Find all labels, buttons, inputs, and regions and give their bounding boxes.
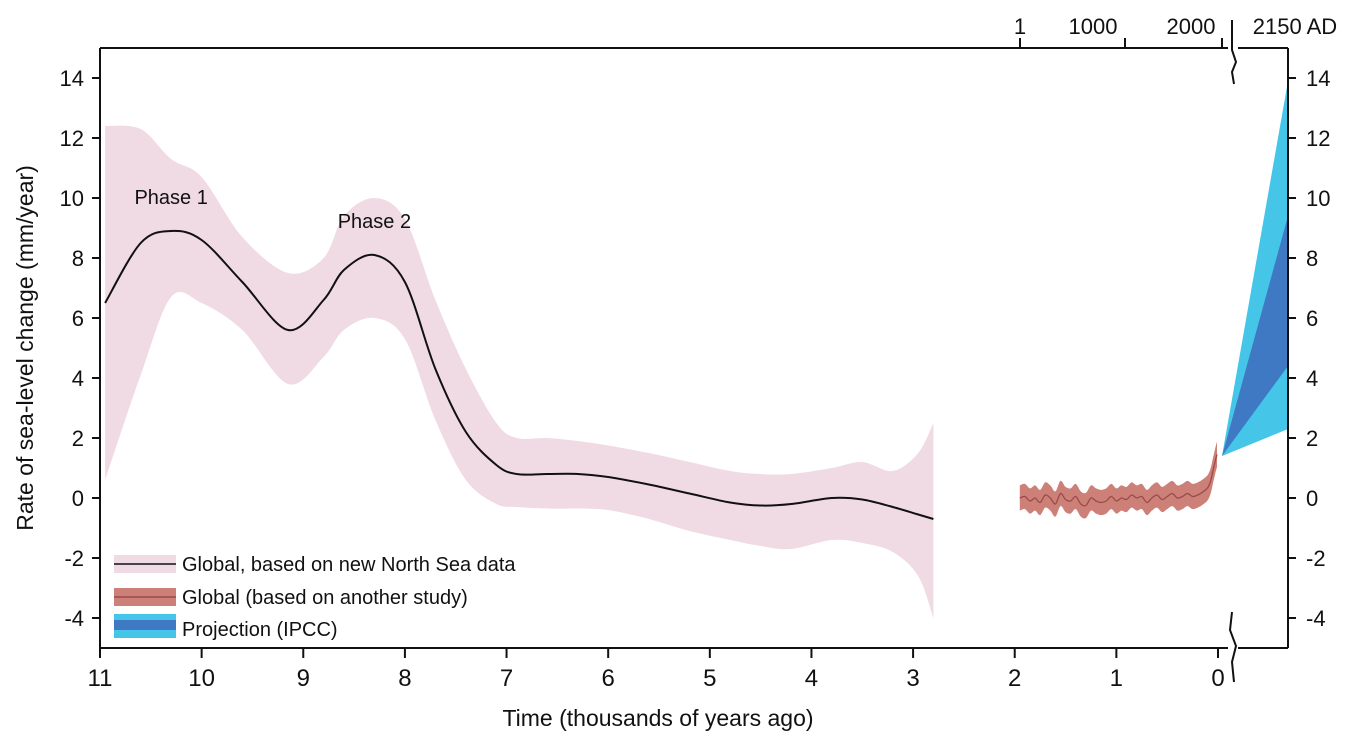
axis-break-top bbox=[1230, 20, 1238, 85]
y-tick-label-left: -4 bbox=[64, 606, 84, 631]
x-axis-ticks: 11 10 9 8 7 6 5 4 3 2 1 0 bbox=[88, 648, 1225, 692]
y-tick-label-left: 12 bbox=[60, 126, 84, 151]
y-tick-label-right: 8 bbox=[1306, 246, 1318, 271]
y-axis-right-ticks: 14 12 10 8 6 4 2 0 -2 -4 bbox=[1288, 66, 1330, 631]
y-tick-label-left: 0 bbox=[72, 486, 84, 511]
top-axis: 1 1000 2000 2150 AD bbox=[1014, 14, 1337, 48]
y-tick-label-left: 4 bbox=[72, 366, 84, 391]
y-axis-title: Rate of sea-level change (mm/year) bbox=[12, 165, 38, 531]
x-tick-label: 0 bbox=[1211, 665, 1224, 692]
y-tick-label-left: 8 bbox=[72, 246, 84, 271]
legend-swatch-projection-inner bbox=[114, 620, 176, 630]
y-tick-label-right: 10 bbox=[1306, 186, 1330, 211]
top-tick-label-1000: 1000 bbox=[1069, 14, 1118, 39]
x-tick-label: 2 bbox=[1008, 665, 1021, 692]
legend-label-projection: Projection (IPCC) bbox=[182, 619, 338, 641]
y-tick-label-left: 14 bbox=[60, 66, 84, 91]
x-tick-label: 6 bbox=[602, 665, 615, 692]
y-tick-label-right: 6 bbox=[1306, 306, 1318, 331]
y-tick-label-right: 12 bbox=[1306, 126, 1330, 151]
x-tick-label: 11 bbox=[88, 665, 113, 692]
projection-inner-range bbox=[1222, 216, 1288, 456]
x-tick-label: 5 bbox=[703, 665, 716, 692]
x-tick-label: 3 bbox=[906, 665, 919, 692]
north-sea-mean-line bbox=[104, 229, 934, 520]
x-tick-label: 8 bbox=[398, 665, 411, 692]
other-study-band bbox=[1019, 441, 1217, 519]
axis-break-bottom bbox=[1228, 611, 1238, 683]
y-tick-label-right: -4 bbox=[1306, 606, 1326, 631]
legend: Global, based on new North Sea data Glob… bbox=[114, 554, 516, 641]
y-tick-label-right: 14 bbox=[1306, 66, 1330, 91]
top-tick-label-2150: 2150 AD bbox=[1253, 14, 1337, 39]
top-tick-label-2000: 2000 bbox=[1167, 14, 1216, 39]
y-tick-label-right: 2 bbox=[1306, 426, 1318, 451]
top-tick-label-1: 1 bbox=[1014, 14, 1026, 39]
y-tick-label-left: 2 bbox=[72, 426, 84, 451]
x-tick-label: 7 bbox=[500, 665, 513, 692]
y-tick-label-right: -2 bbox=[1306, 546, 1326, 571]
y-tick-label-left: -2 bbox=[64, 546, 84, 571]
y-tick-label-left: 6 bbox=[72, 306, 84, 331]
annotation-phase-2: Phase 2 bbox=[338, 211, 411, 233]
x-axis-title: Time (thousands of years ago) bbox=[502, 705, 813, 731]
north-sea-confidence-band bbox=[105, 125, 934, 618]
other-study-line bbox=[1019, 454, 1218, 507]
x-tick-label: 10 bbox=[188, 665, 215, 692]
x-tick-label: 9 bbox=[297, 665, 310, 692]
annotation-phase-1: Phase 1 bbox=[134, 187, 207, 209]
y-tick-label-right: 4 bbox=[1306, 366, 1318, 391]
legend-label-north-sea: Global, based on new North Sea data bbox=[182, 554, 516, 576]
y-tick-label-right: 0 bbox=[1306, 486, 1318, 511]
legend-label-other-study: Global (based on another study) bbox=[182, 587, 468, 609]
x-tick-label: 4 bbox=[805, 665, 818, 692]
y-axis-left-ticks: 14 12 10 8 6 4 2 0 -2 -4 bbox=[60, 66, 100, 631]
x-tick-label: 1 bbox=[1110, 665, 1123, 692]
y-tick-label-left: 10 bbox=[60, 186, 84, 211]
